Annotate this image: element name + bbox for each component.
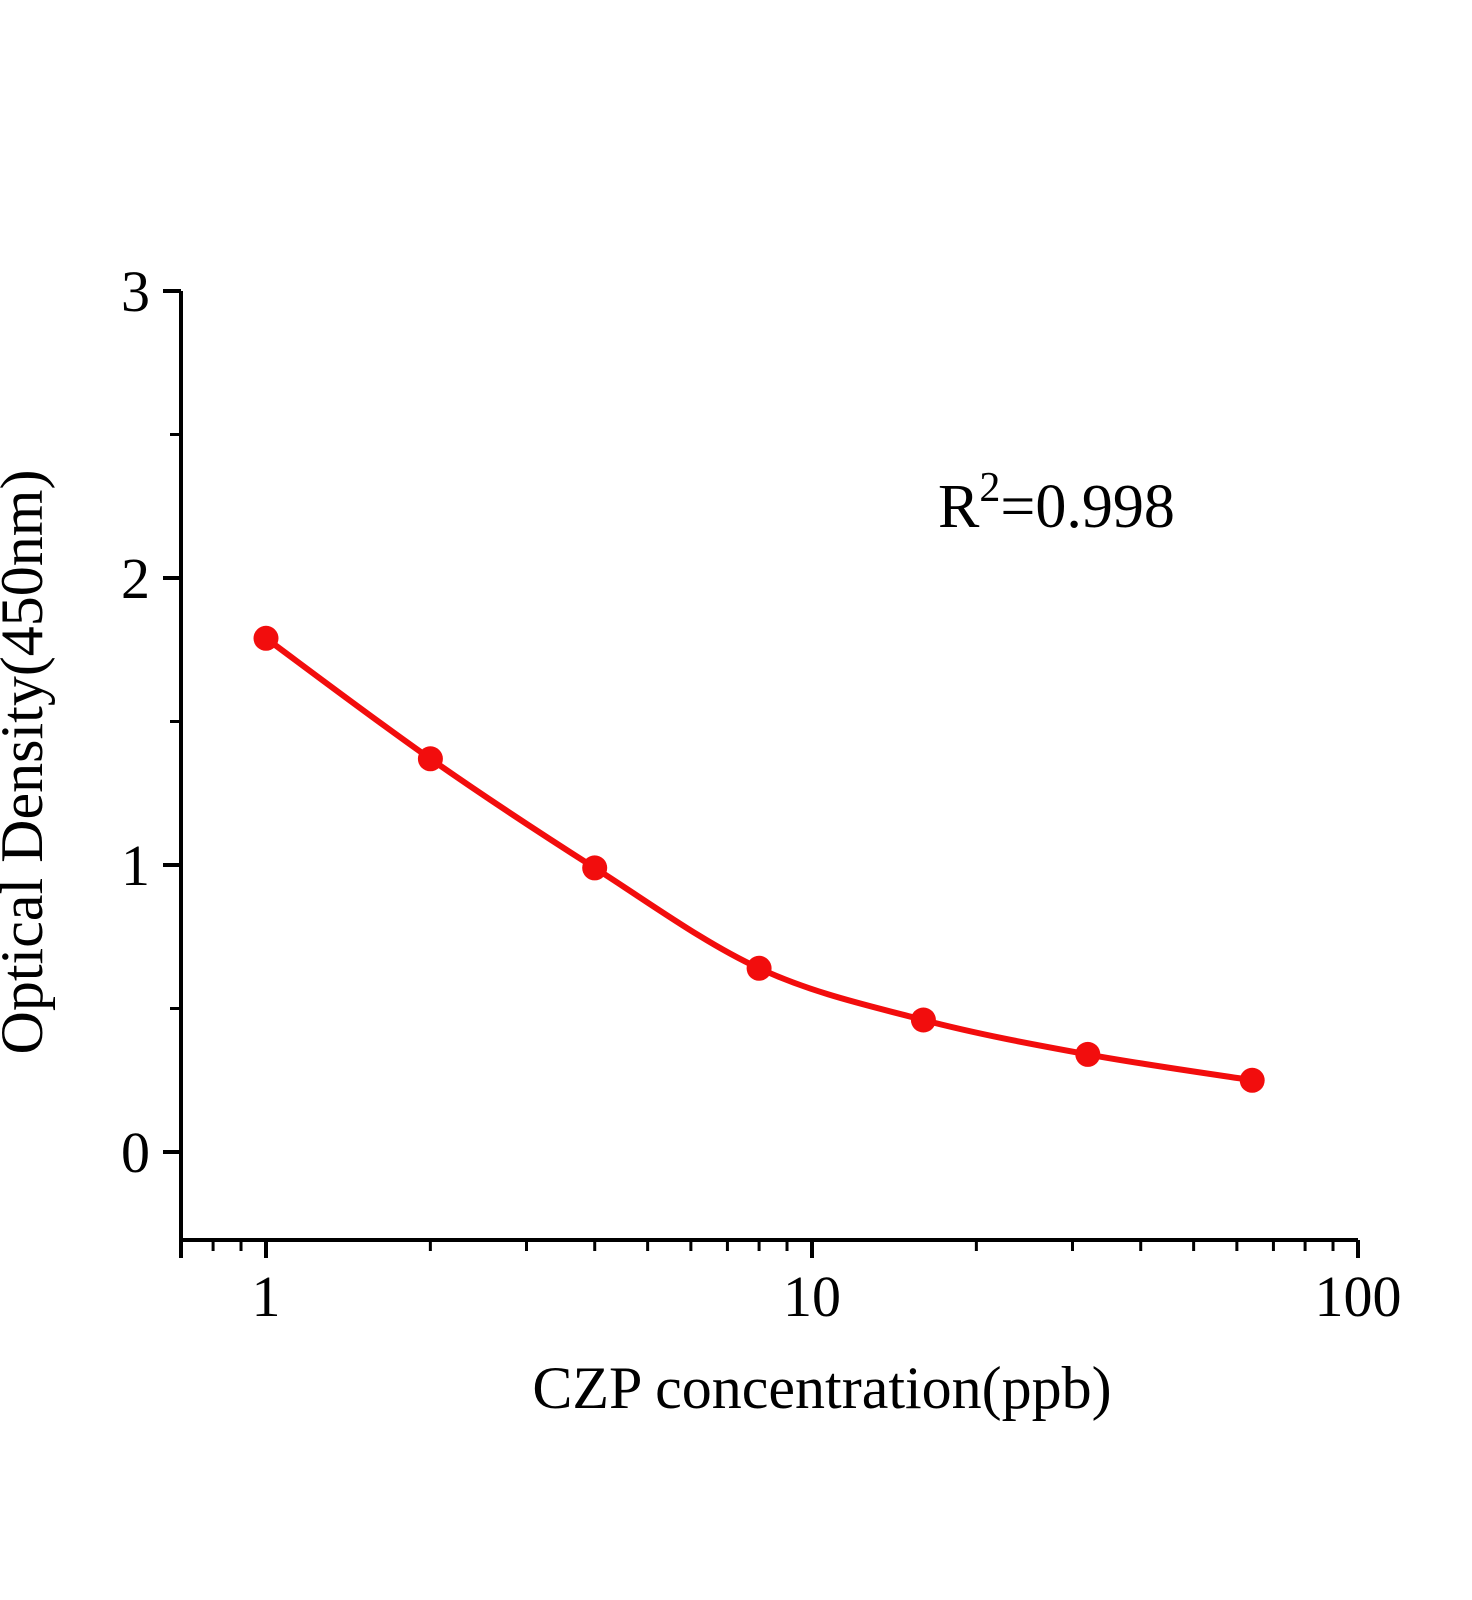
data-point-marker (417, 746, 443, 772)
data-point-marker (253, 625, 279, 651)
x-axis-title: CZP concentration(ppb) (532, 1355, 1111, 1421)
data-point-marker (910, 1007, 936, 1033)
y-tick-label: 3 (121, 259, 150, 324)
y-axis-title: Optical Density(450nm) (0, 470, 55, 1055)
x-tick-label: 1 (252, 1264, 281, 1329)
data-point-marker (746, 955, 772, 981)
data-point-marker (1075, 1041, 1101, 1067)
data-point-marker (1239, 1067, 1265, 1093)
fit-curve (263, 635, 1256, 1084)
y-tick-label: 2 (121, 546, 150, 611)
r-squared-annotation: R2=0.998 (938, 465, 1175, 541)
x-tick-label: 10 (783, 1264, 841, 1329)
x-tick-label: 100 (1315, 1264, 1402, 1329)
y-tick-label: 0 (121, 1120, 150, 1185)
data-point-marker (582, 855, 608, 881)
y-tick-label: 1 (121, 833, 150, 898)
